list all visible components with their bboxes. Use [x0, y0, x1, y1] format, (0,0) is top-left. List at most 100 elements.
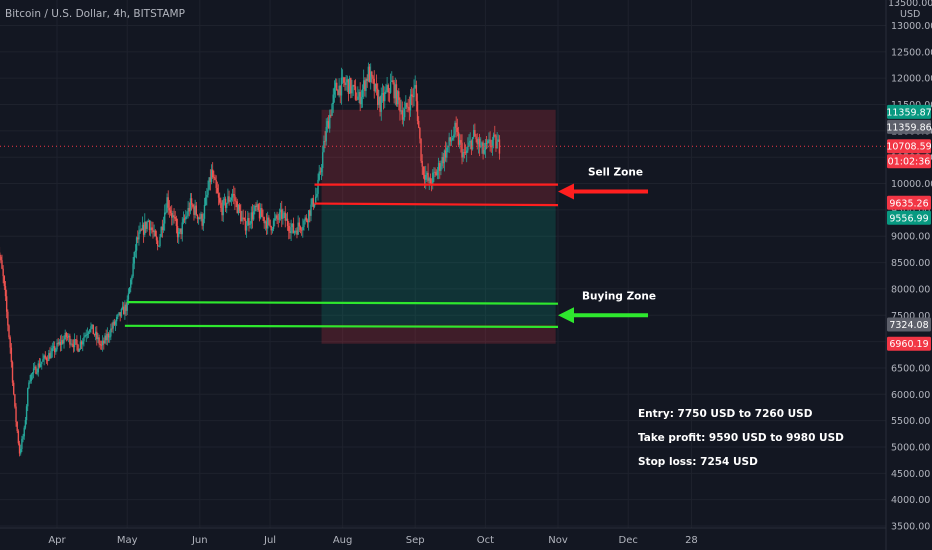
candle-body [442, 157, 444, 164]
candle-body [5, 296, 8, 312]
candle-body [147, 220, 150, 222]
x-tick-label: 28 [685, 535, 698, 546]
candle-body [289, 231, 291, 234]
candle-body [474, 130, 476, 137]
candle-body [425, 174, 427, 180]
candle-body [384, 92, 386, 102]
candle-body [123, 306, 125, 315]
price-badges: 11359.87 11359.86 10708.59 01:02:36 9635.26 9… [886, 104, 932, 351]
candle-body [25, 406, 28, 421]
x-tick-label: Aug [333, 535, 353, 546]
candle-body [142, 224, 145, 235]
candle-body [398, 91, 400, 100]
candle-body [408, 107, 411, 111]
candle-body [392, 80, 394, 83]
candle-body [36, 372, 38, 374]
candle-body [405, 103, 407, 109]
candle-body [275, 215, 277, 219]
candle-body [497, 139, 500, 142]
candle-body [494, 134, 496, 136]
candle-body [44, 355, 46, 358]
candle-body [306, 220, 309, 223]
candle-body [366, 78, 368, 81]
candle-body [203, 204, 206, 219]
candle-body [283, 212, 285, 214]
level-lines [124, 183, 559, 328]
candle-body [189, 198, 192, 212]
candle-body [258, 210, 261, 219]
candle-body [361, 89, 364, 98]
candle-body [482, 142, 484, 154]
candle-body [444, 150, 447, 158]
candle-body [224, 198, 227, 208]
candle-body [156, 240, 159, 247]
candle-body [241, 217, 243, 222]
candle-body [37, 363, 39, 373]
candle-body [416, 101, 419, 121]
price-badge-bg [887, 154, 931, 169]
candle-body [237, 204, 240, 214]
candle-body [352, 85, 354, 87]
candle-body [447, 145, 449, 148]
candle-body [174, 216, 176, 219]
candle-body [446, 147, 448, 158]
candle-body [278, 212, 281, 220]
candle-body [274, 218, 276, 221]
chart-title: Bitcoin / U.S. Dollar, 4h, BITSTAMP [5, 8, 185, 20]
candle-body [11, 362, 14, 383]
candle-body [495, 135, 497, 149]
candle-body [477, 138, 480, 145]
candle-body [261, 208, 263, 217]
candle-body [163, 212, 166, 224]
trade-annotations: Entry: 7750 USD to 7260 USD Take profit: … [638, 408, 844, 468]
candle-body [119, 312, 121, 317]
candle-body [3, 276, 6, 287]
candle-body [221, 208, 223, 216]
candle-body [107, 333, 110, 338]
candle-body [298, 222, 301, 227]
candle-body [272, 220, 275, 229]
candle-body [413, 87, 415, 98]
candle-body [51, 348, 54, 352]
candle-body [257, 204, 260, 211]
candle-body [317, 179, 319, 194]
candle-body [201, 214, 203, 226]
candle-body [8, 325, 10, 338]
candle-body [97, 337, 99, 340]
candle-body [130, 279, 132, 288]
candle-body [190, 198, 193, 205]
candle-body [386, 85, 388, 91]
candle-body [12, 382, 15, 395]
candle-body [469, 140, 471, 143]
candle-body [250, 212, 253, 224]
candle-body [238, 204, 241, 211]
candle-body [185, 216, 187, 220]
candle-body [373, 78, 375, 92]
candle-body [487, 140, 489, 144]
candle-body [311, 198, 313, 205]
candle-body [491, 139, 494, 147]
candle-body [359, 92, 361, 105]
candle-body [332, 94, 334, 105]
x-ticks: Apr May Jun Jul Aug Sep Oct Nov Dec 28 [48, 535, 697, 546]
candles [0, 62, 501, 457]
candle-body [334, 82, 337, 88]
price-badge-bg [887, 210, 931, 225]
price-axis-panel[interactable] [886, 0, 932, 550]
candle-body [421, 160, 423, 167]
candle-body [153, 230, 155, 233]
candle-body [59, 341, 62, 345]
candle-body [57, 342, 59, 345]
candle-body [154, 230, 157, 237]
candle-body [133, 252, 135, 264]
candle-body [368, 66, 371, 83]
y-tick-label: 8000.00 [891, 284, 930, 295]
price-badge-bg [887, 195, 931, 210]
candle-body [407, 106, 409, 108]
candle-body [351, 86, 353, 94]
candle-body [219, 197, 221, 203]
candle-body [85, 335, 87, 336]
x-tick-label: Sep [406, 535, 425, 546]
candle-body [264, 221, 267, 224]
